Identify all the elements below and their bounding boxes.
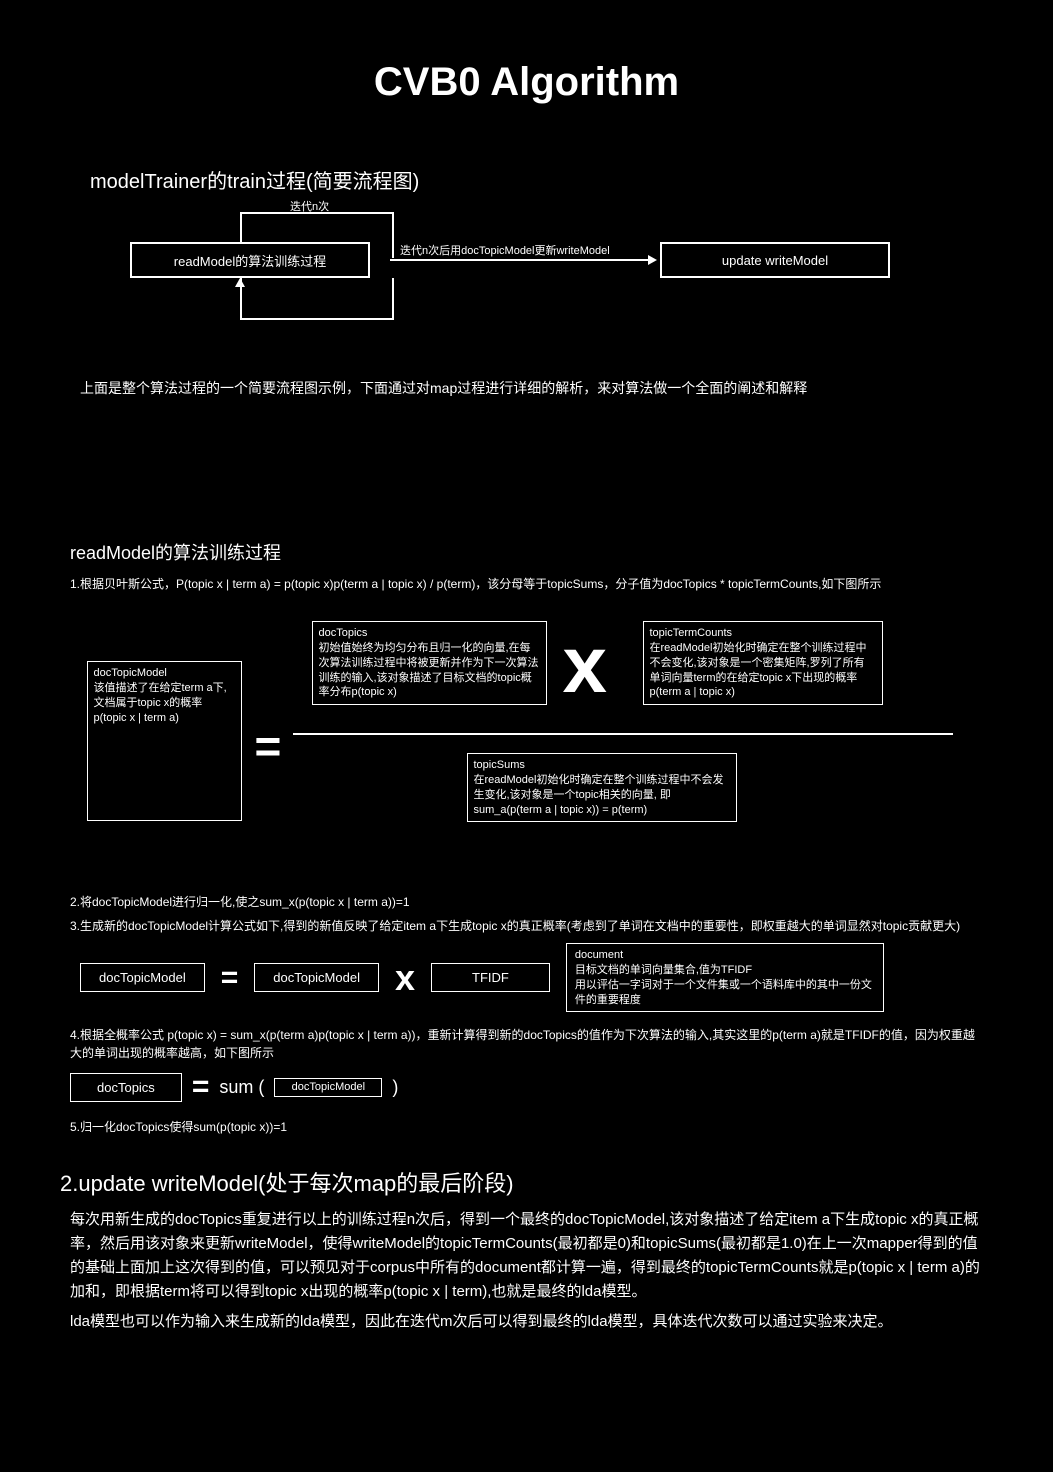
flow-arrow-label: 迭代n次后用docTopicModel更新writeModel (400, 242, 610, 258)
flow-arrow-icon (648, 255, 657, 265)
doctopicmodel-body: 该值描述了在给定term a下,文档属于topic x的概率p(topic x … (94, 682, 227, 724)
flow-diagram: 迭代n次 readModel的算法训练过程 迭代n次后用docTopicMode… (90, 198, 1003, 348)
topictermcounts-title: topicTermCounts (650, 627, 733, 639)
doctopics-box: docTopics 初始值始终为均匀分布且归一化的向量,在每次算法训练过程中将被… (312, 621, 547, 705)
section1-heading: modelTrainer的train过程(简要流程图) (90, 165, 1003, 194)
equals-icon: = (255, 723, 282, 769)
multiply-icon: x (563, 625, 608, 705)
loop-bottom (240, 278, 394, 320)
document-title: document (575, 949, 623, 961)
read-model-box: readModel的算法训练过程 (130, 242, 370, 278)
flow-arrow-line (390, 259, 650, 261)
close-paren: ) (392, 1077, 398, 1098)
page-title: CVB0 Algorithm (50, 60, 1003, 105)
topictermcounts-body: 在readModel初始化时确定在整个训练过程中不会变化,该对象是一个密集矩阵,… (650, 642, 867, 699)
loop-arrow-icon (235, 278, 245, 287)
section2-heading: readModel的算法训练过程 (70, 539, 1003, 565)
sum-label: sum ( (219, 1077, 264, 1098)
section1-para: 上面是整个算法过程的一个简要流程图示例，下面通过对map过程进行详细的解析，来对… (80, 378, 973, 399)
eq3-inner-box: docTopicModel (274, 1078, 382, 1097)
equation3: docTopics = sum ( docTopicModel ) (70, 1070, 983, 1104)
equals-icon: = (192, 1070, 210, 1104)
equals-icon: = (221, 961, 239, 995)
topicsums-box: topicSums 在readModel初始化时确定在整个训练过程中不会发生变化… (467, 753, 737, 822)
step3-text: 3.生成新的docTopicModel计算公式如下,得到的新值反映了给定item… (70, 917, 983, 935)
eq2-lhs-box: docTopicModel (80, 963, 205, 992)
step1-text: 1.根据贝叶斯公式，P(topic x | term a) = p(topic … (70, 575, 983, 593)
topicsums-title: topicSums (474, 759, 525, 771)
doctopicmodel-box: docTopicModel 该值描述了在给定term a下,文档属于topic … (87, 661, 242, 821)
equation1: docTopicModel 该值描述了在给定term a下,文档属于topic … (87, 603, 967, 863)
doctopicmodel-title: docTopicModel (94, 667, 167, 679)
update-model-box: update writeModel (660, 242, 890, 278)
step2-text: 2.将docTopicModel进行归一化,使之sum_x(p(topic x … (70, 893, 983, 911)
page: CVB0 Algorithm modelTrainer的train过程(简要流程… (0, 0, 1053, 1420)
step5-text: 5.归一化docTopics使得sum(p(topic x))=1 (70, 1118, 983, 1136)
section3-p1: 每次用新生成的docTopics重复进行以上的训练过程n次后，得到一个最终的do… (70, 1208, 983, 1304)
fraction-line (293, 733, 953, 735)
eq3-lhs-box: docTopics (70, 1073, 182, 1102)
equation2: docTopicModel = docTopicModel x TFIDF do… (80, 943, 983, 1012)
eq2-rhs2-box: TFIDF (431, 963, 550, 992)
eq2-rhs1-box: docTopicModel (254, 963, 379, 992)
topictermcounts-box: topicTermCounts 在readModel初始化时确定在整个训练过程中… (643, 621, 883, 705)
update-model-label: update writeModel (722, 253, 828, 268)
multiply-icon: x (395, 957, 415, 999)
doctopics-title: docTopics (319, 627, 368, 639)
topicsums-body: 在readModel初始化时确定在整个训练过程中不会发生变化,该对象是一个top… (474, 774, 724, 816)
section3-p2: lda模型也可以作为输入来生成新的lda模型，因此在迭代m次后可以得到最终的ld… (70, 1310, 983, 1334)
document-box: document 目标文档的单词向量集合,值为TFIDF 用以评估一字词对于一个… (566, 943, 884, 1012)
document-body: 目标文档的单词向量集合,值为TFIDF 用以评估一字词对于一个文件集或一个语料库… (575, 964, 872, 1006)
section3-heading: 2.update writeModel(处于每次map的最后阶段) (60, 1166, 1003, 1198)
doctopics-body: 初始值始终为均匀分布且归一化的向量,在每次算法训练过程中将被更新并作为下一次算法… (319, 642, 539, 699)
step4-text: 4.根据全概率公式 p(topic x) = sum_x(p(term a)p(… (70, 1026, 983, 1062)
read-model-label: readModel的算法训练过程 (174, 251, 326, 270)
